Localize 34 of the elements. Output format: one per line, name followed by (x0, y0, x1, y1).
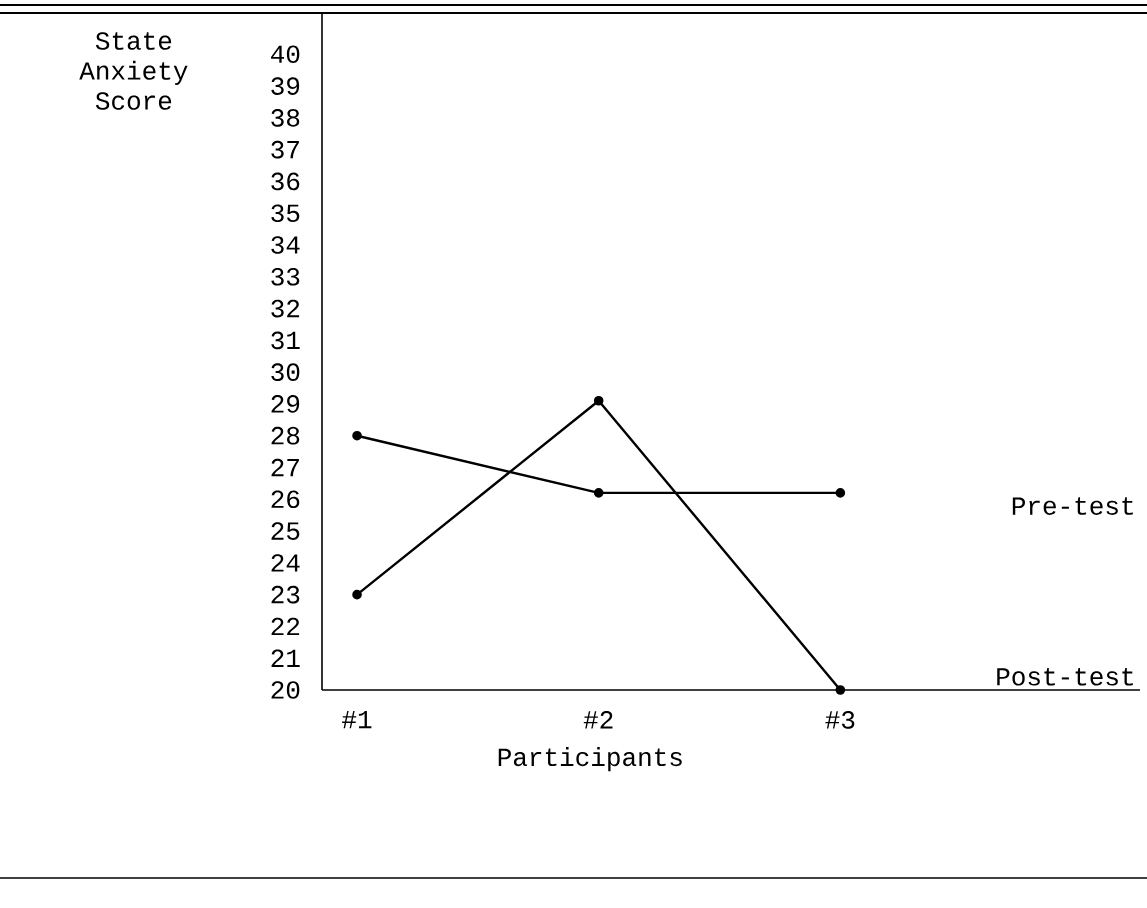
point (352, 589, 362, 600)
text: Post-test (997, 668, 1133, 686)
y-axis-title: State Anxiety Score (79, 32, 188, 110)
y-tick-label: 31 (271, 331, 300, 350)
y-tick-label: 37 (271, 140, 299, 159)
y-tick-label: 21 (271, 649, 300, 667)
point (593, 488, 604, 498)
y-tick-label: 32 (271, 299, 300, 318)
y-tick-label: 26 (271, 490, 300, 509)
point (835, 685, 846, 695)
y-tick-label: 22 (271, 617, 300, 636)
y-tick-label: 24 (271, 554, 300, 572)
y-tick-label: 38 (271, 109, 300, 127)
point (593, 395, 604, 406)
point (835, 488, 846, 498)
y-tick-label: 23 (271, 585, 300, 604)
point (352, 430, 362, 441)
y-tick-label: 39 (271, 77, 300, 95)
y-tick-label: 30 (271, 363, 300, 381)
y-tick-label: 29 (271, 395, 300, 413)
y-tick-label: 35 (271, 204, 300, 223)
y-tick-label: 28 (271, 426, 300, 445)
x-axis-title: Participants (498, 747, 682, 772)
y-tick-label: 33 (271, 267, 300, 286)
x-tick-label: #1 (342, 711, 372, 729)
y-tick-label: 40 (271, 45, 300, 64)
y-tick-label: 36 (271, 172, 300, 191)
y-tick-label: 25 (271, 522, 300, 540)
x-tick-label: #2 (583, 711, 613, 729)
x-tick-label: #3 (825, 711, 855, 729)
text: Pre-test (1012, 497, 1133, 515)
y-tick-label: 27 (271, 458, 299, 477)
y-tick-label: 20 (271, 681, 300, 699)
y-tick-label: 34 (271, 236, 300, 254)
